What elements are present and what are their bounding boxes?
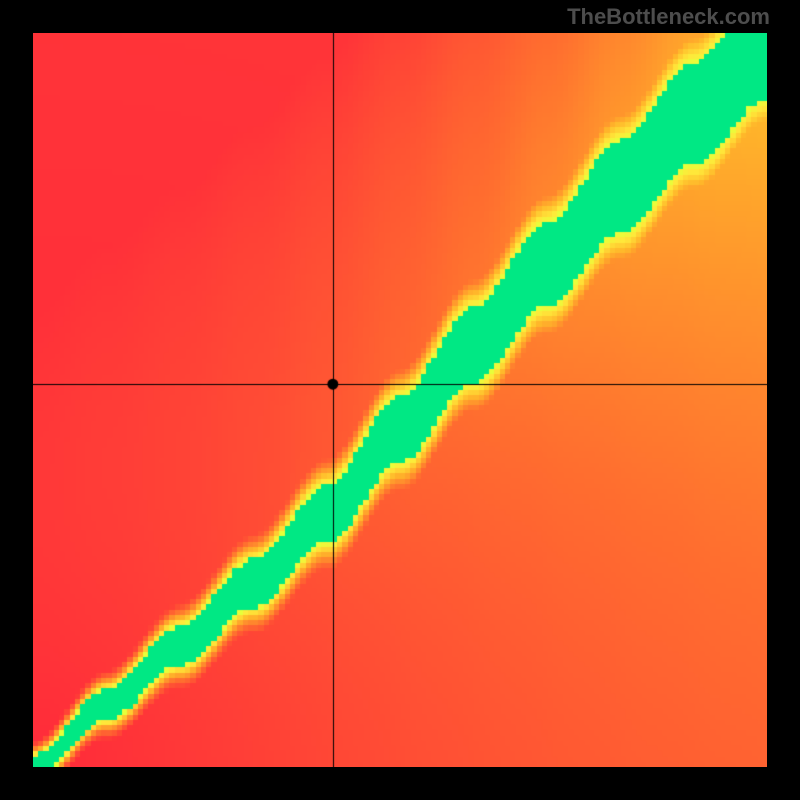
bottleneck-heatmap bbox=[33, 33, 767, 767]
watermark-text: TheBottleneck.com bbox=[567, 4, 770, 30]
